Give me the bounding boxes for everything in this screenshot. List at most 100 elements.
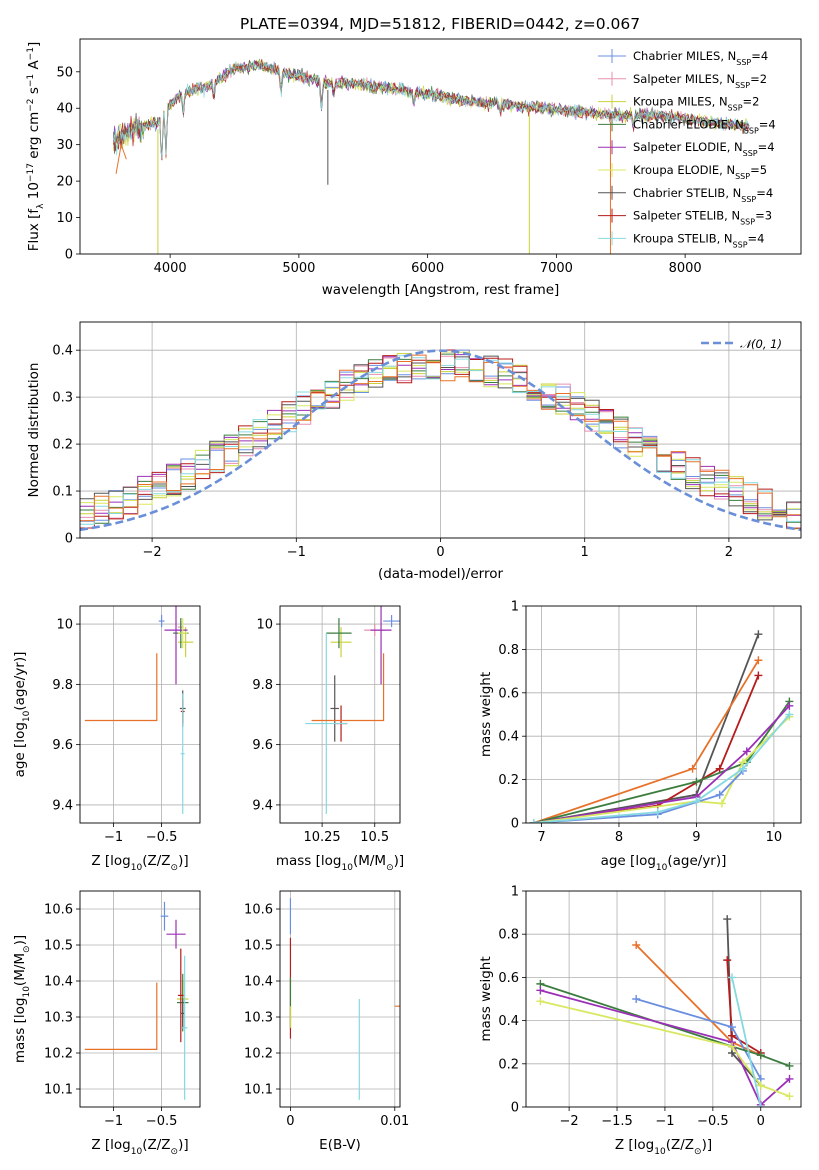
mass-weight-line xyxy=(726,919,762,1086)
legend-sub: SSP xyxy=(740,217,755,226)
label-part: log xyxy=(635,853,656,869)
label-part: mass weight xyxy=(478,672,494,757)
mass-weight-marker xyxy=(536,997,545,1006)
mass-weight-marker xyxy=(754,656,763,665)
y-tick-label: 10.4 xyxy=(244,975,273,990)
legend-label: Salpeter STELIB, N xyxy=(633,209,740,223)
label-part: age [ xyxy=(12,743,28,778)
label-part: log xyxy=(110,853,131,869)
y-tick-label: 10.3 xyxy=(44,1011,73,1026)
label-part: −1 xyxy=(26,47,36,60)
x-tick-label: −1 xyxy=(104,1114,123,1129)
error-point xyxy=(305,633,348,814)
x-tick-label: −0.5 xyxy=(697,1114,729,1129)
mass-weight-marker xyxy=(756,1081,765,1090)
mass-weight-marker xyxy=(715,764,724,773)
mass-weight-marker xyxy=(742,747,751,756)
y-tick-label: 10 xyxy=(56,618,73,633)
histogram-step xyxy=(80,349,801,529)
mass-weight-line xyxy=(540,1000,790,1098)
label-part: mass weight xyxy=(478,956,494,1041)
y-tick-label: 0 xyxy=(65,248,73,263)
y-axis-label: Flux [fλ 10−17 erg cm−2 s−1 A−1] xyxy=(26,42,46,252)
x-tick-label: −2 xyxy=(143,545,162,560)
y-tick-label: 10.2 xyxy=(244,1047,273,1062)
error-point xyxy=(311,653,385,722)
legend-sub: SSP xyxy=(728,103,743,112)
error-point xyxy=(158,615,165,628)
x-tick-label: −0.5 xyxy=(146,1114,178,1129)
y-tick-label: 9.8 xyxy=(52,678,73,693)
mass-weight-marker xyxy=(723,915,732,924)
mass-weight-marker xyxy=(728,973,737,982)
x-tick-label: 0.01 xyxy=(380,1114,409,1129)
label-part: −17 xyxy=(26,163,36,182)
label-sub: 10 xyxy=(341,863,353,873)
y-tick-label: 1 xyxy=(511,600,519,615)
legend-nssp: =5 xyxy=(750,163,767,177)
panel-mass-vs-Z: −1 −0.510.110.210.310.410.510.6Z [log10(Z… xyxy=(12,890,201,1157)
label-part: Z [ xyxy=(91,853,110,869)
y-tick-label: 0 xyxy=(511,1101,519,1116)
y-tick-label: 9.6 xyxy=(252,738,273,753)
plot-area-mass-vs-Z xyxy=(80,891,200,1107)
label-part: )] xyxy=(702,1137,713,1153)
y-tick-label: 10 xyxy=(256,618,273,633)
mass-weight-marker xyxy=(738,764,747,773)
y-tick-label: 20 xyxy=(56,175,73,190)
label-part: λ xyxy=(36,203,46,209)
legend-sub: SSP xyxy=(736,58,751,67)
label-part: E(B-V) xyxy=(319,1137,361,1153)
label-part: s xyxy=(26,87,42,98)
x-tick-label: −1.5 xyxy=(601,1114,633,1129)
label-part: (Z/Z xyxy=(666,1137,694,1153)
label-part: )] xyxy=(12,935,28,946)
axes-frame xyxy=(79,321,802,539)
error-point xyxy=(383,615,400,628)
error-point xyxy=(181,955,188,1100)
label-part: ] xyxy=(26,42,42,47)
label-part: (M/M xyxy=(12,953,28,986)
label-sub: 10 xyxy=(22,986,32,998)
legend-nssp: =4 xyxy=(751,49,768,63)
label-sub: 10 xyxy=(131,863,143,873)
x-tick-label: −2 xyxy=(560,1114,579,1129)
y-axis-label: Normed distribution xyxy=(26,363,42,498)
mass-weight-marker xyxy=(728,1023,737,1032)
label-part: log xyxy=(12,722,28,743)
x-axis-label: wavelength [Angstrom, rest frame] xyxy=(322,282,560,298)
label-part: 10 xyxy=(26,182,42,203)
legend-entry: Chabrier STELIB, NSSP=4 xyxy=(633,186,773,204)
error-bar xyxy=(311,653,385,722)
label-sub: 10 xyxy=(131,1147,143,1157)
label-part: −2 xyxy=(26,98,36,111)
mass-weight-line xyxy=(533,770,744,823)
mass-weight-marker xyxy=(728,1042,737,1051)
y-tick-label: 10.2 xyxy=(44,1047,73,1062)
axes-frame xyxy=(525,890,802,1108)
mass-weight-marker xyxy=(785,710,794,719)
error-point xyxy=(164,606,188,685)
mass-weight-line xyxy=(540,989,791,1107)
y-tick-label: 10.6 xyxy=(244,903,273,918)
mass-weight-marker xyxy=(754,630,763,639)
label-sub: 10 xyxy=(654,1147,666,1157)
y-tick-label: 0 xyxy=(65,532,73,547)
label-part: )] xyxy=(394,853,405,869)
x-tick-label: 7000 xyxy=(540,261,573,276)
axes-frame xyxy=(279,890,401,1108)
y-tick-label: 9.6 xyxy=(52,738,73,753)
legend-entry: Kroupa MILES, NSSP=2 xyxy=(633,95,759,113)
y-axis-label: mass [log10(M/M⊙)] xyxy=(12,935,32,1063)
error-point xyxy=(177,618,188,649)
y-tick-label: 10.5 xyxy=(44,939,73,954)
label-part: log xyxy=(110,1137,131,1153)
label-part: (age/yr)] xyxy=(12,652,28,711)
spectrum-line xyxy=(113,60,750,157)
legend-entry: Chabrier ELODIE, NSSP=4 xyxy=(633,117,776,135)
x-tick-label: 2 xyxy=(725,545,733,560)
legend-sub: SSP xyxy=(735,80,750,89)
label-part: mass [ xyxy=(12,1018,28,1063)
